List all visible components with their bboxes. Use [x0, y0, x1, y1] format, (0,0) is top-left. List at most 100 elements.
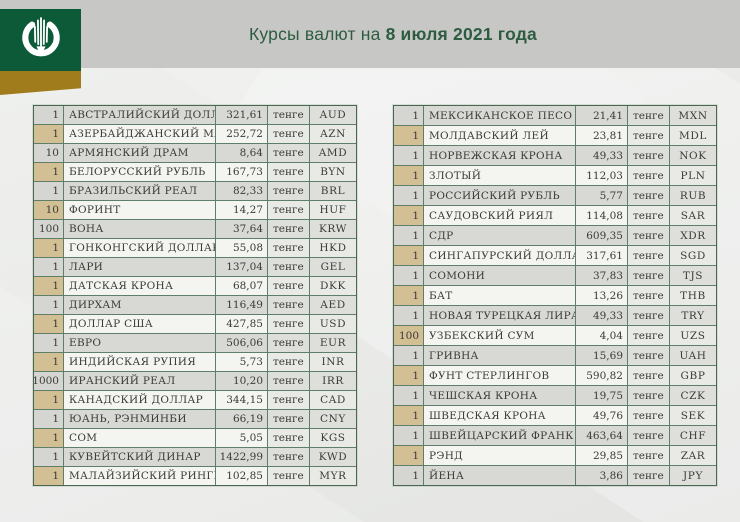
name-cell: СИНГАПУРСКИЙ ДОЛЛАР: [424, 246, 576, 265]
table-row: 1 ШВЕЙЦАРСКИЙ ФРАНК 463,64 тенге CHF: [394, 426, 716, 446]
logo-gold-strip: [0, 71, 81, 95]
code-cell: JPY: [670, 466, 716, 485]
unit-cell: тенге: [628, 346, 670, 365]
unit-cell: тенге: [628, 426, 670, 445]
name-cell: ЗЛОТЫЙ: [424, 166, 576, 185]
name-cell: КУВЕЙТСКИЙ ДИНАР: [64, 448, 216, 466]
qty-cell: 1: [34, 182, 64, 200]
unit-cell: тенге: [628, 226, 670, 245]
rate-cell: 609,35: [576, 226, 628, 245]
code-cell: USD: [310, 315, 356, 333]
unit-cell: тенге: [628, 386, 670, 405]
qty-cell: 1000: [34, 372, 64, 390]
unit-cell: тенге: [628, 206, 670, 225]
national-bank-emblem-icon: [18, 14, 64, 66]
name-cell: МАЛАЙЗИЙСКИЙ РИНГГИТ: [64, 467, 216, 485]
name-cell: ФОРИНТ: [64, 201, 216, 219]
rate-cell: 66,19: [216, 410, 268, 428]
qty-cell: 1: [34, 353, 64, 371]
name-cell: ЮАНЬ, РЭНМИНБИ: [64, 410, 216, 428]
page-title-date: 8 июля 2021 года: [385, 23, 537, 44]
unit-cell: тенге: [628, 466, 670, 485]
table-row: 1 РОССИЙСКИЙ РУБЛЬ 5,77 тенге RUB: [394, 186, 716, 206]
name-cell: БАТ: [424, 286, 576, 305]
qty-cell: 1: [34, 296, 64, 314]
table-row: 1 ФУНТ СТЕРЛИНГОВ 590,82 тенге GBP: [394, 366, 716, 386]
table-row: 1 НОВАЯ ТУРЕЦКАЯ ЛИРА 49,33 тенге TRY: [394, 306, 716, 326]
qty-cell: 1: [34, 258, 64, 276]
table-row: 1 ЗЛОТЫЙ 112,03 тенге PLN: [394, 166, 716, 186]
qty-cell: 1: [34, 239, 64, 257]
unit-cell: тенге: [268, 163, 310, 181]
bank-logo: [0, 9, 81, 71]
table-row: 1 СОМОНИ 37,83 тенге TJS: [394, 266, 716, 286]
unit-cell: тенге: [268, 372, 310, 390]
table-row: 1 САУДОВСКИЙ РИЯЛ 114,08 тенге SAR: [394, 206, 716, 226]
unit-cell: тенге: [268, 201, 310, 219]
page-title-prefix: Курсы валют на: [249, 23, 381, 44]
name-cell: АЗЕРБАЙДЖАНСКИЙ МАНАТ: [64, 125, 216, 143]
rate-cell: 19,75: [576, 386, 628, 405]
code-cell: TRY: [670, 306, 716, 325]
qty-cell: 10: [34, 201, 64, 219]
name-cell: САУДОВСКИЙ РИЯЛ: [424, 206, 576, 225]
qty-cell: 1: [34, 315, 64, 333]
rate-cell: 49,33: [576, 146, 628, 165]
unit-cell: тенге: [628, 266, 670, 285]
table-row: 1 БРАЗИЛЬСКИЙ РЕАЛ 82,33 тенге BRL: [34, 182, 356, 201]
table-row: 100 УЗБЕКСКИЙ СУМ 4,04 тенге UZS: [394, 326, 716, 346]
qty-cell: 1: [34, 277, 64, 295]
rate-cell: 167,73: [216, 163, 268, 181]
code-cell: BYN: [310, 163, 356, 181]
rate-cell: 37,83: [576, 266, 628, 285]
code-cell: BRL: [310, 182, 356, 200]
rate-cell: 21,41: [576, 106, 628, 125]
code-cell: KRW: [310, 220, 356, 238]
unit-cell: тенге: [268, 448, 310, 466]
rate-cell: 344,15: [216, 391, 268, 409]
rate-cell: 506,06: [216, 334, 268, 352]
code-cell: MDL: [670, 126, 716, 145]
name-cell: СОМ: [64, 429, 216, 447]
qty-cell: 1: [34, 391, 64, 409]
name-cell: СДР: [424, 226, 576, 245]
table-row: 1 ГОНКОНГСКИЙ ДОЛЛАР 55,08 тенге HKD: [34, 239, 356, 258]
rate-cell: 4,04: [576, 326, 628, 345]
rate-cell: 590,82: [576, 366, 628, 385]
qty-cell: 10: [34, 144, 64, 162]
unit-cell: тенге: [628, 106, 670, 125]
unit-cell: тенге: [268, 106, 310, 124]
code-cell: THB: [670, 286, 716, 305]
code-cell: CZK: [670, 386, 716, 405]
name-cell: ГРИВНА: [424, 346, 576, 365]
unit-cell: тенге: [268, 220, 310, 238]
rate-cell: 23,81: [576, 126, 628, 145]
qty-cell: 1: [394, 406, 424, 425]
rate-cell: 5,77: [576, 186, 628, 205]
unit-cell: тенге: [628, 326, 670, 345]
code-cell: NOK: [670, 146, 716, 165]
unit-cell: тенге: [268, 391, 310, 409]
code-cell: AZN: [310, 125, 356, 143]
rate-cell: 321,61: [216, 106, 268, 124]
name-cell: РЭНД: [424, 446, 576, 465]
code-cell: AMD: [310, 144, 356, 162]
unit-cell: тенге: [268, 315, 310, 333]
name-cell: ДОЛЛАР США: [64, 315, 216, 333]
rate-cell: 10,20: [216, 372, 268, 390]
table-row: 1 ЕВРО 506,06 тенге EUR: [34, 334, 356, 353]
name-cell: ЧЕШСКАЯ КРОНА: [424, 386, 576, 405]
qty-cell: 1: [394, 386, 424, 405]
code-cell: RUB: [670, 186, 716, 205]
table-row: 1 СДР 609,35 тенге XDR: [394, 226, 716, 246]
unit-cell: тенге: [628, 306, 670, 325]
table-row: 1 НОРВЕЖСКАЯ КРОНА 49,33 тенге NOK: [394, 146, 716, 166]
unit-cell: тенге: [628, 366, 670, 385]
name-cell: НОРВЕЖСКАЯ КРОНА: [424, 146, 576, 165]
code-cell: CAD: [310, 391, 356, 409]
name-cell: РОССИЙСКИЙ РУБЛЬ: [424, 186, 576, 205]
rate-cell: 37,64: [216, 220, 268, 238]
code-cell: SAR: [670, 206, 716, 225]
